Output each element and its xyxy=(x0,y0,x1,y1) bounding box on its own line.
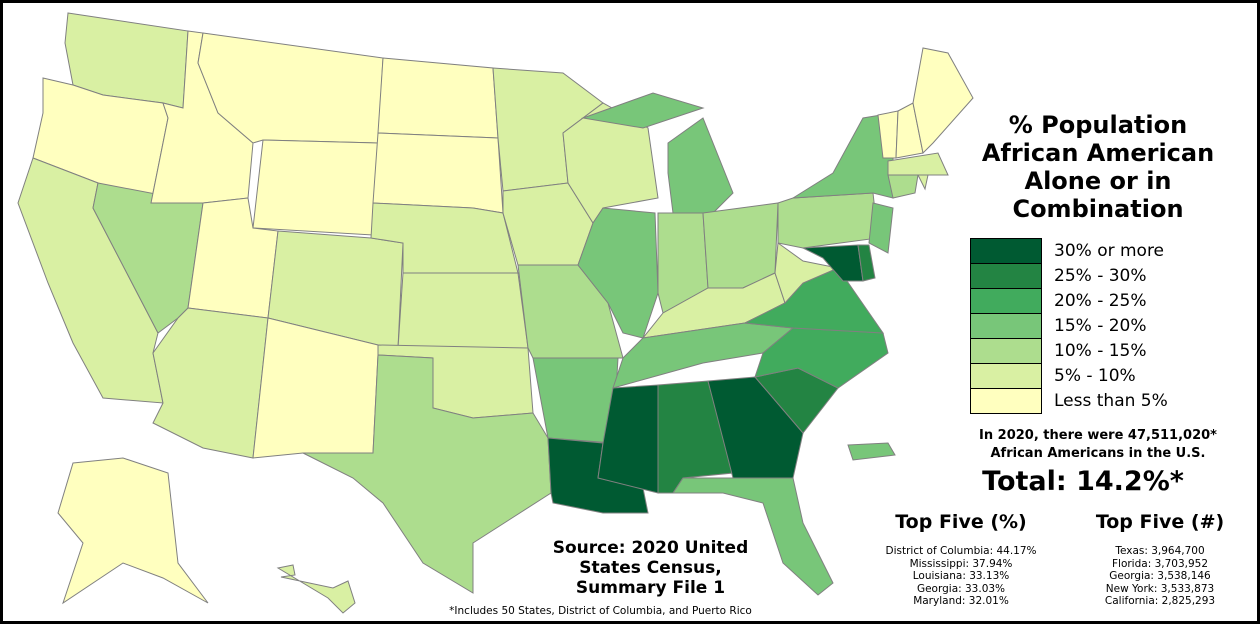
state-wyoming: Wyoming xyxy=(252,139,379,236)
top-five-item: Texas: 3,964,700 xyxy=(1115,545,1205,557)
state-new-jersey: New Jersey xyxy=(868,202,894,254)
state-wisconsin: Wisconsin xyxy=(562,102,659,224)
state-maryland: Maryland xyxy=(801,244,864,282)
legend-swatch xyxy=(970,313,1042,338)
state-maine: Maine xyxy=(912,47,974,155)
legend-label: Less than 5% xyxy=(1054,390,1168,411)
top-five-item: Mississippi: 37.94% xyxy=(909,557,1013,570)
source-line-3: Summary File 1 xyxy=(575,578,726,598)
legend-item: 5% - 10% xyxy=(970,363,1168,388)
state-michigan-upper-peninsula: Michigan Upper Peninsula xyxy=(581,92,705,129)
top-five-item: New York: 3,533,873 xyxy=(1105,582,1215,595)
state-hawaii: Hawaii xyxy=(276,564,356,614)
state-puerto-rico: Puerto Rico xyxy=(847,442,896,461)
state-kansas: Kansas xyxy=(397,272,529,349)
legend-item: 10% - 15% xyxy=(970,338,1168,363)
footnote: *Includes 50 States, District of Columbi… xyxy=(449,605,752,617)
state-michigan: Michigan xyxy=(667,117,734,214)
legend-swatch xyxy=(970,387,1042,414)
legend-item: Less than 5% xyxy=(970,387,1168,414)
population-note: In 2020, there were 47,511,020* African … xyxy=(968,427,1228,463)
legend-item: 15% - 20% xyxy=(970,313,1168,338)
legend-swatch xyxy=(970,263,1042,288)
top-five-pct-heading: Top Five (%) xyxy=(895,511,1027,533)
state-ohio: Ohio xyxy=(702,202,779,289)
source-line-1: Source: 2020 United xyxy=(552,538,749,558)
top-five-item: Georgia: 33.03% xyxy=(916,582,1006,595)
top-five-item: California: 2,825,293 xyxy=(1104,595,1216,607)
state-new-york: New York xyxy=(792,112,894,199)
top-five-item: Florida: 3,703,952 xyxy=(1111,557,1209,570)
legend-label: 5% - 10% xyxy=(1054,365,1136,386)
legend-label: 15% - 20% xyxy=(1054,315,1147,336)
source-line-2: States Census, xyxy=(579,558,722,578)
state-north-dakota: North Dakota xyxy=(377,57,499,139)
legend-label: 10% - 15% xyxy=(1054,340,1147,361)
top-five-item: Georgia: 3,538,146 xyxy=(1109,570,1211,582)
legend-label: 30% or more xyxy=(1054,240,1165,261)
map-title: % Population African American Alone or i… xyxy=(981,111,1215,223)
top-five-item: District of Columbia: 44.17% xyxy=(885,545,1037,557)
legend-swatch xyxy=(970,363,1042,388)
legend-swatch xyxy=(970,288,1042,313)
state-texas: Texas xyxy=(302,354,552,594)
top-five-pct-list: District of Columbia: 44.17% Mississippi:… xyxy=(851,545,1071,608)
state-alaska: Alaska xyxy=(57,457,209,605)
total-percentage: Total: 14.2%* xyxy=(982,466,1184,497)
legend-label: 20% - 25% xyxy=(1054,290,1147,311)
us-map: WashingtonOregonCaliforniaNevadaIdahoMon… xyxy=(17,12,974,614)
state-massachusetts: Massachusetts xyxy=(887,152,949,176)
legend-item: 20% - 25% xyxy=(970,288,1168,313)
source-text: Source: 2020 United States Census, Summa… xyxy=(523,538,778,598)
note-line-2: African Americans in the U.S. xyxy=(990,446,1206,461)
top-five-num-heading: Top Five (#) xyxy=(1095,511,1225,533)
state-florida: Florida xyxy=(672,477,834,596)
top-five-item: Maryland: 32.01% xyxy=(913,595,1009,607)
top-five-item: Louisiana: 33.13% xyxy=(912,570,1010,582)
legend-swatch xyxy=(970,238,1042,263)
legend-item: 30% or more xyxy=(970,238,1168,263)
note-line-1: In 2020, there were 47,511,020* xyxy=(979,428,1217,443)
state-georgia: Georgia xyxy=(707,376,804,479)
state-delaware: Delaware xyxy=(857,244,876,282)
top-five-num-list: Texas: 3,964,700 Florida: 3,703,952 Georgi… xyxy=(1050,545,1257,608)
state-south-dakota: South Dakota xyxy=(372,132,504,214)
legend-label: 25% - 30% xyxy=(1054,265,1147,286)
legend-swatch xyxy=(970,338,1042,363)
state-arizona: Arizona xyxy=(152,307,269,459)
legend: 30% or more 25% - 30% 20% - 25% 15% - 20% 10… xyxy=(970,238,1168,414)
state-pennsylvania: Pennsylvania xyxy=(777,192,879,249)
state-connecticut: Connecticut xyxy=(887,174,919,199)
legend-item: 25% - 30% xyxy=(970,263,1168,288)
state-rhode-island: Rhode Island xyxy=(917,174,929,191)
